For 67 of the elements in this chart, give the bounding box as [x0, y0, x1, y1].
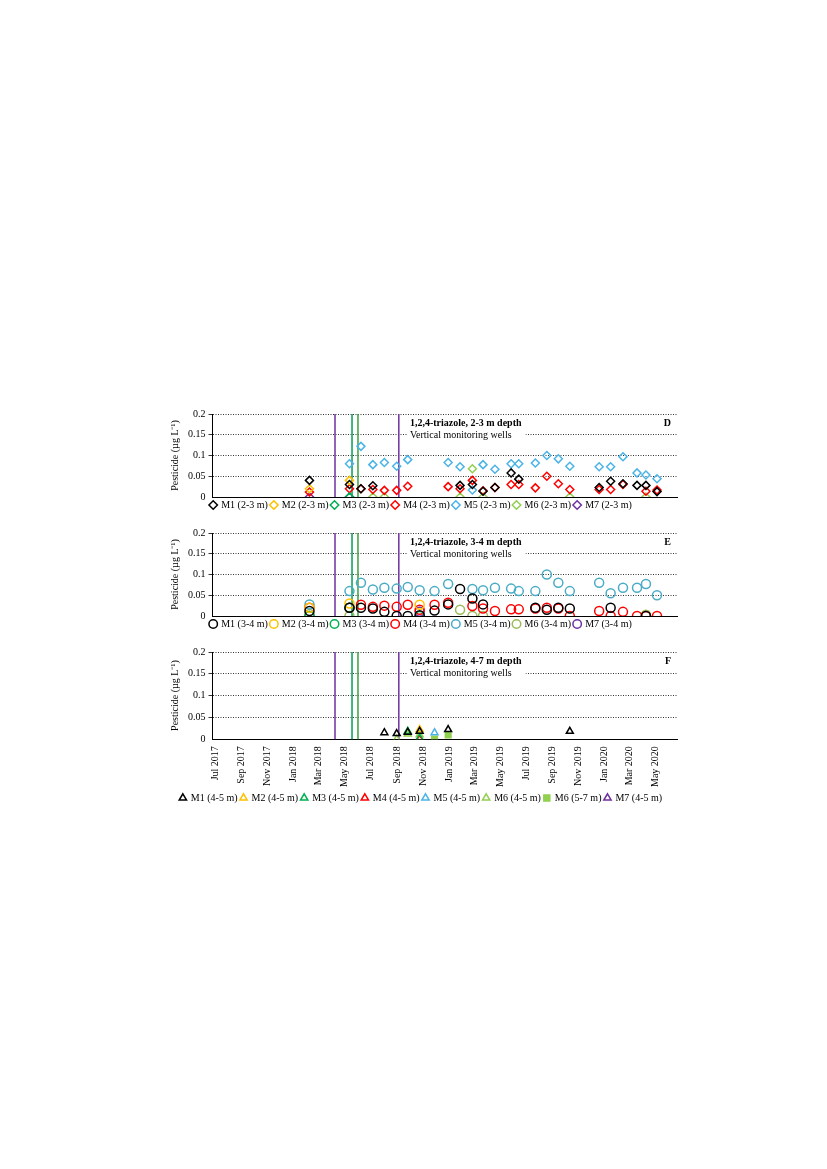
x-tick-label: Sep 2017 — [235, 746, 247, 784]
x-tick-label: Jan 2018 — [287, 746, 299, 783]
y-tick-label: 0.2 — [193, 407, 206, 419]
x-tick-label: Nov 2018 — [416, 746, 428, 786]
x-tick-label: May 2018 — [338, 746, 350, 788]
x-tick-label: Mar 2019 — [467, 746, 479, 786]
legend-label: M6 (5-7 m) — [554, 791, 602, 804]
legend-label: M3 (2-3 m) — [342, 498, 390, 511]
y-axis-title: Pesticide (µg L⁻¹) — [168, 420, 181, 491]
legend-label: M4 (2-3 m) — [403, 498, 450, 511]
y-tick-label: 0.05 — [188, 469, 206, 481]
legend-label: M4 (4-5 m) — [372, 791, 420, 804]
y-tick-label: 0.15 — [188, 667, 206, 679]
y-tick-label: 0.2 — [193, 526, 206, 538]
x-tick-label: Sep 2018 — [390, 746, 402, 784]
y-tick-label: 0 — [200, 490, 206, 502]
legend-label: M6 (3-4 m) — [524, 617, 572, 630]
text: Vertical monitoring wells — [409, 666, 512, 678]
x-tick-label: Jul 2019 — [519, 746, 531, 781]
x-tick-label: Mar 2018 — [312, 746, 324, 786]
legend-label: M3 (4-5 m) — [312, 791, 359, 804]
legend-label: M6 (2-3 m) — [524, 498, 572, 511]
y-tick-label: 0.1 — [193, 568, 206, 580]
legend-label: M1 (2-3 m) — [221, 498, 268, 511]
annotation: D — [663, 416, 671, 428]
chart-title: 1,2,4-triazole, 3-4 m depth — [409, 535, 522, 547]
legend-label: M1 (3-4 m) — [221, 617, 268, 630]
y-tick-label: 0.05 — [188, 588, 206, 600]
x-tick-label: Jul 2018 — [364, 746, 376, 781]
x-tick-label: Jan 2019 — [442, 746, 454, 783]
y-tick-label: 0.1 — [193, 449, 206, 461]
y-axis-title: Pesticide (µg L⁻¹) — [168, 660, 181, 731]
legend-label: M5 (4-5 m) — [433, 791, 481, 804]
y-tick-label: 0.15 — [188, 428, 206, 440]
x-tick-label: Nov 2019 — [571, 746, 583, 786]
annotation: F — [664, 654, 671, 666]
legend-label: M2 (4-5 m) — [251, 791, 299, 804]
legend-label: M5 (3-4 m) — [463, 617, 511, 630]
legend-label: M7 (2-3 m) — [585, 498, 632, 511]
x-tick-label: May 2019 — [493, 746, 505, 788]
x-tick-label: Sep 2019 — [545, 746, 557, 784]
chart-title: 1,2,4-triazole, 2-3 m depth — [409, 416, 522, 428]
x-tick-label: Mar 2020 — [623, 746, 635, 786]
y-tick-label: 0.05 — [188, 711, 206, 722]
legend-label: M2 (3-4 m) — [281, 617, 329, 630]
text: Vertical monitoring wells — [409, 547, 512, 559]
text: Vertical monitoring wells — [409, 428, 512, 440]
legend-label: M1 (4-5 m) — [190, 791, 238, 804]
x-tick-label: Jul 2017 — [209, 746, 221, 781]
x-tick-label: Jan 2020 — [597, 746, 609, 783]
y-tick-label: 0.2 — [193, 645, 206, 657]
x-tick-label: Nov 2017 — [261, 746, 273, 786]
y-tick-label: 0 — [200, 609, 206, 621]
legend-label: M5 (2-3 m) — [463, 498, 511, 511]
legend-label: M7 (4-5 m) — [615, 791, 663, 804]
y-axis-title: Pesticide (µg L⁻¹) — [168, 539, 181, 610]
annotation: E — [664, 535, 672, 547]
y-tick-label: 0.15 — [188, 547, 206, 559]
legend-label: M4 (3-4 m) — [403, 617, 450, 630]
legend-label: M2 (2-3 m) — [281, 498, 329, 511]
legend-label: M7 (3-4 m) — [585, 617, 632, 630]
legend-label: M3 (3-4 m) — [342, 617, 390, 630]
y-tick-label: 0.1 — [193, 689, 206, 701]
x-tick-label: May 2020 — [649, 746, 661, 788]
y-tick-label: 0 — [200, 732, 206, 744]
chart-title: 1,2,4-triazole, 4-7 m depth — [409, 654, 522, 666]
legend-label: M6 (4-5 m) — [494, 791, 541, 804]
